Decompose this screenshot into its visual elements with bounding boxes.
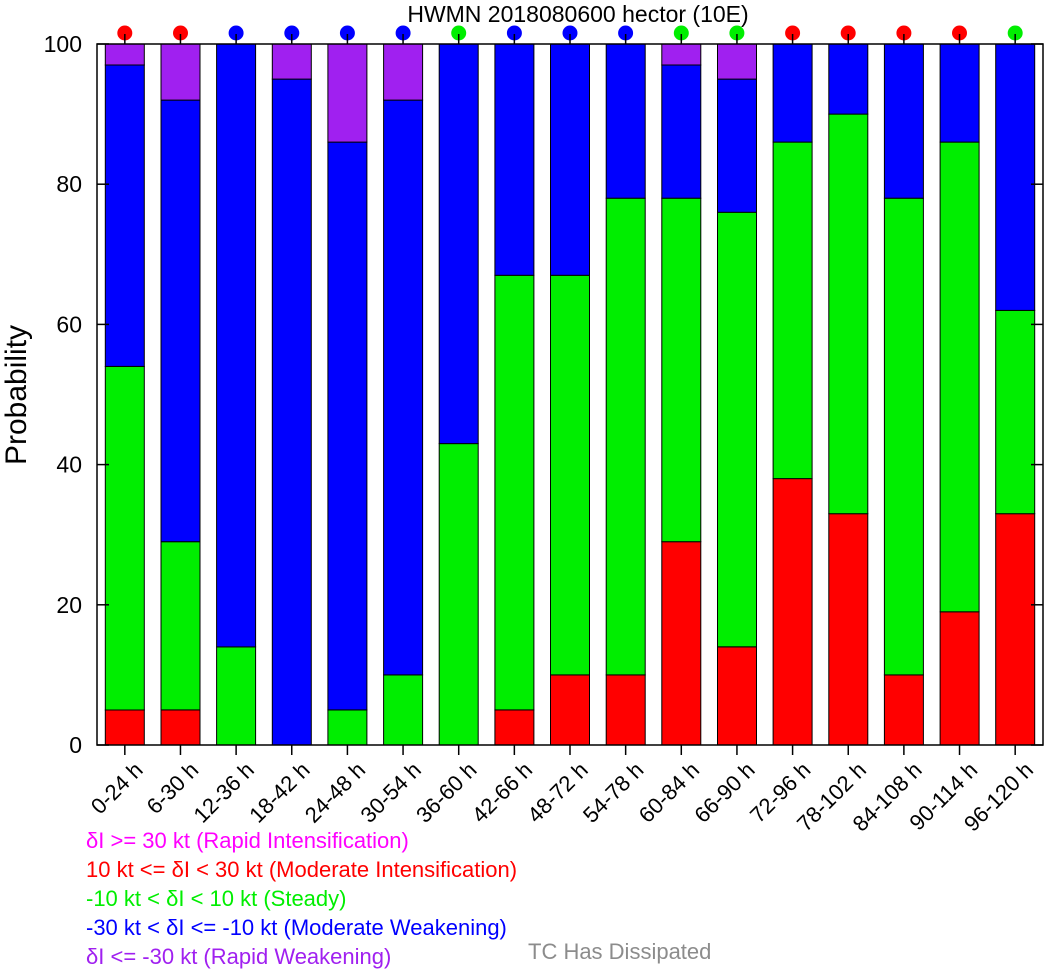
x-tick-label-2: 12-36 h [189,757,259,827]
chart-title: HWMN 2018080600 hector (10E) [407,1,748,27]
y-tick-label-100: 100 [44,31,82,57]
y-tick-label-0: 0 [69,732,82,758]
bar-segment-moderate-weakening-4 [327,141,368,711]
bar-segment-steady-10 [661,197,702,543]
top-marker-16 [1007,25,1023,41]
top-marker-10 [673,25,689,41]
top-marker-6 [451,25,467,41]
top-marker-8 [562,25,578,41]
bar-segment-rapid-weakening-10 [661,43,702,66]
bar-segment-steady-12 [772,141,813,480]
bar-segment-steady-1 [160,541,201,711]
bar-segment-steady-6 [438,443,479,746]
x-tick-label-8: 48-72 h [522,757,592,827]
bar-segment-moderate-weakening-16 [995,43,1036,311]
bars-layer [104,43,1036,746]
bar-segment-steady-16 [995,309,1036,515]
bar-segment-moderate-weakening-9 [605,43,646,199]
bar-segment-steady-14 [883,197,924,676]
bar-segment-moderate-intensification-15 [939,611,980,746]
bar-segment-steady-8 [550,274,590,676]
bar-segment-rapid-weakening-11 [717,43,757,80]
bar-segment-moderate-intensification-12 [772,478,813,746]
bar-segment-moderate-weakening-12 [772,43,813,143]
bar-segment-moderate-intensification-1 [160,709,201,746]
legend-item-steady: -10 kt < δI < 10 kt (Steady) [86,886,347,911]
top-marker-15 [952,25,967,41]
top-marker-5 [395,25,411,41]
bar-segment-moderate-intensification-13 [828,513,869,746]
y-tick-label-80: 80 [56,171,82,197]
bar-segment-steady-13 [828,113,869,515]
bar-segment-moderate-weakening-13 [828,43,869,115]
bar-segment-moderate-intensification-8 [550,674,590,746]
x-tick-label-10: 60-84 h [634,757,704,827]
bar-segment-rapid-weakening-3 [271,43,312,80]
bar-segment-moderate-weakening-0 [104,64,145,367]
x-tick-label-5: 30-54 h [356,757,426,827]
legend-item-rapid-intensification: δI >= 30 kt (Rapid Intensification) [86,828,409,853]
y-ticks-layer: 0 20 40 60 80 100 [44,31,1043,758]
bar-segment-steady-11 [717,211,757,648]
bar-segment-steady-0 [104,366,145,711]
bar-segment-moderate-intensification-7 [494,709,535,746]
bar-segment-moderate-weakening-10 [661,64,702,199]
y-tick-label-40: 40 [56,452,82,478]
bar-segment-steady-5 [383,674,424,746]
bar-segment-steady-4 [327,709,368,746]
bar-segment-steady-15 [939,141,980,613]
bar-segment-moderate-weakening-15 [939,43,980,143]
top-marker-3 [284,25,300,41]
x-tick-label-9: 54-78 h [578,757,648,827]
top-marker-4 [339,25,355,41]
top-marker-11 [729,25,745,41]
top-marker-2 [228,25,244,41]
bar-segment-moderate-weakening-1 [160,99,201,543]
legend-item-rapid-weakening: δI <= -30 kt (Rapid Weakening) [86,944,392,969]
y-tick-label-20: 20 [56,592,82,618]
legend: δI >= 30 kt (Rapid Intensification) 10 k… [86,826,517,971]
x-tick-label-11: 66-90 h [689,757,759,827]
top-marker-14 [896,25,912,41]
bar-segment-moderate-weakening-11 [717,78,757,213]
top-marker-9 [618,25,634,41]
bar-segment-moderate-intensification-14 [883,674,924,746]
bar-segment-moderate-intensification-11 [717,646,757,746]
bar-segment-moderate-weakening-8 [550,43,590,276]
top-marker-7 [506,25,522,41]
legend-item-moderate-weakening: -30 kt < δI <= -10 kt (Moderate Weakenin… [86,915,507,940]
bar-segment-steady-2 [216,646,257,746]
x-tick-label-7: 42-66 h [467,757,537,827]
top-marker-0 [117,25,133,41]
top-markers-layer [117,25,1023,41]
bar-segment-moderate-intensification-10 [661,541,702,746]
bar-segment-moderate-intensification-16 [995,513,1036,746]
bar-segment-rapid-weakening-0 [104,43,145,66]
top-marker-1 [173,25,188,41]
bar-segment-rapid-weakening-4 [327,43,368,143]
bar-segment-moderate-intensification-9 [605,674,646,746]
bar-segment-rapid-weakening-5 [383,43,424,101]
bar-segment-moderate-weakening-14 [883,43,924,199]
bar-segment-steady-9 [605,197,646,676]
bar-segment-moderate-weakening-2 [216,43,257,648]
bar-segment-moderate-weakening-6 [438,43,479,445]
legend-item-moderate-intensification: 10 kt <= δI < 30 kt (Moderate Intensific… [86,857,518,882]
top-marker-13 [840,25,856,41]
x-tick-label-0: 0-24 h [86,757,148,819]
x-tick-label-4: 24-48 h [300,757,370,827]
top-marker-12 [785,25,801,41]
x-tick-label-6: 36-60 h [411,757,481,827]
bar-segment-moderate-weakening-3 [271,78,312,746]
bar-segment-rapid-weakening-1 [160,43,201,101]
y-tick-label-60: 60 [56,311,82,337]
legend-item-dissipated: TC Has Dissipated [528,939,712,964]
bar-segment-moderate-weakening-5 [383,99,424,676]
y-axis-label: Probability [0,325,33,465]
bar-segment-steady-7 [494,274,535,711]
x-tick-label-3: 18-42 h [244,757,314,827]
bar-segment-moderate-intensification-0 [104,709,145,746]
bar-segment-moderate-weakening-7 [494,43,535,276]
